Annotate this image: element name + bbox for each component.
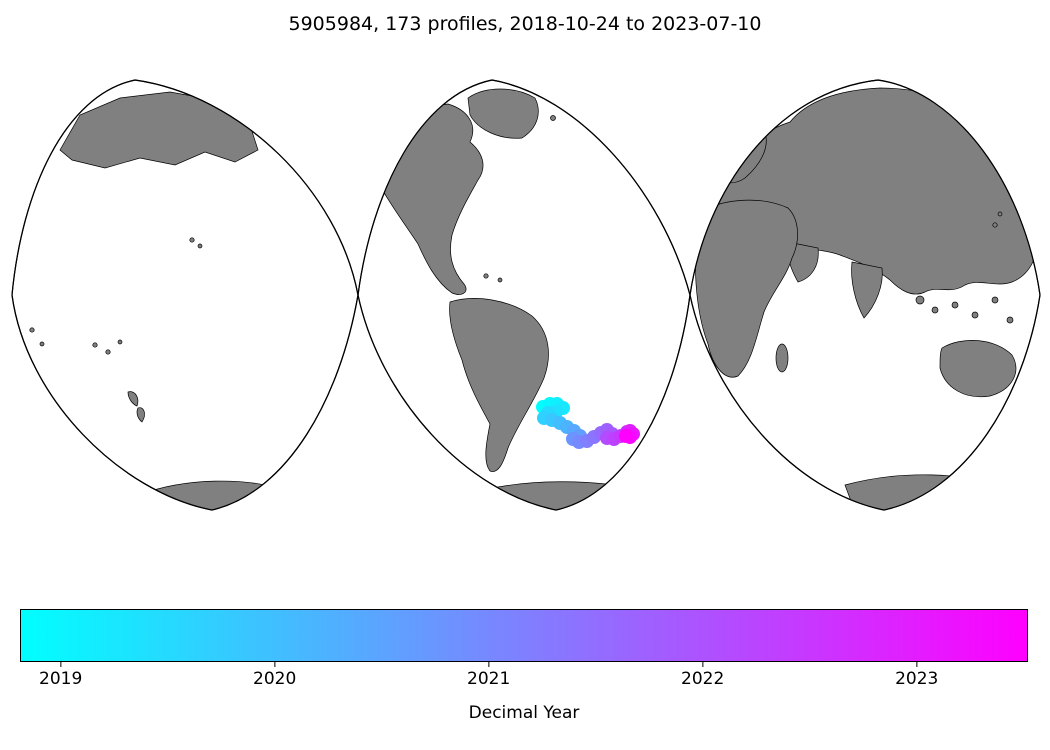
island-new-zealand [136,407,145,423]
colorbar-tick: 2022 [681,662,724,689]
trajectory-point [619,429,633,443]
colorbar-tick-label: 2020 [253,669,297,689]
colorbar-tick-label: 2022 [681,669,725,689]
island-southeast-asia [931,306,939,314]
colorbar-tick-label: 2021 [467,669,511,689]
landmass-india [851,261,883,319]
colorbar-tick: 2019 [39,662,82,689]
island-southeast-asia [915,295,925,305]
island-hawaii [197,243,203,249]
island-southeast-asia [991,296,999,304]
island-madagascar [775,343,789,373]
landmass-siberia-alaska [59,91,259,169]
pacific-island [105,349,111,355]
figure-title: 5905984, 173 profiles, 2018-10-24 to 202… [288,13,762,35]
island-southeast-asia [971,311,979,319]
landmass-south-america [449,298,549,472]
island-new-zealand [127,391,139,407]
colorbar-tick-label: 2023 [895,669,939,689]
island-britain [718,158,726,166]
colorbar-tick-mark [273,662,276,667]
colorbar-tick: 2021 [467,662,510,689]
island-iceland [550,115,556,121]
colorbar-ticks: 2019 2020 2021 2022 2023 [20,662,1028,696]
island-hawaii [189,237,195,243]
landmass-australia [939,340,1017,398]
colorbar-tick-mark [701,662,704,667]
colorbar-tick-mark [915,662,918,667]
trajectory [536,397,640,449]
pacific-island [39,341,45,347]
pacific-island [117,339,123,345]
colorbar-tick-label: 2019 [39,669,83,689]
island-japan [997,211,1003,217]
landmass-greenland [467,88,539,139]
colorbar-tick: 2020 [253,662,296,689]
island-southeast-asia [1006,316,1014,324]
lobe-outline-atlantic [357,79,691,511]
lobe-outline-eastern-stroke [689,79,1041,511]
island-southeast-asia [951,301,959,309]
colorbar-axis-label: Decimal Year [468,703,580,723]
world-map [11,79,1041,511]
pacific-island [92,342,98,348]
colorbar-tick-mark [487,662,490,667]
colorbar-tick: 2023 [895,662,938,689]
colorbar [20,609,1028,662]
colorbar-tick-mark [59,662,62,667]
pacific-island [29,327,35,333]
island-caribbean [497,277,503,283]
island-caribbean [483,273,489,279]
island-japan [992,222,998,228]
